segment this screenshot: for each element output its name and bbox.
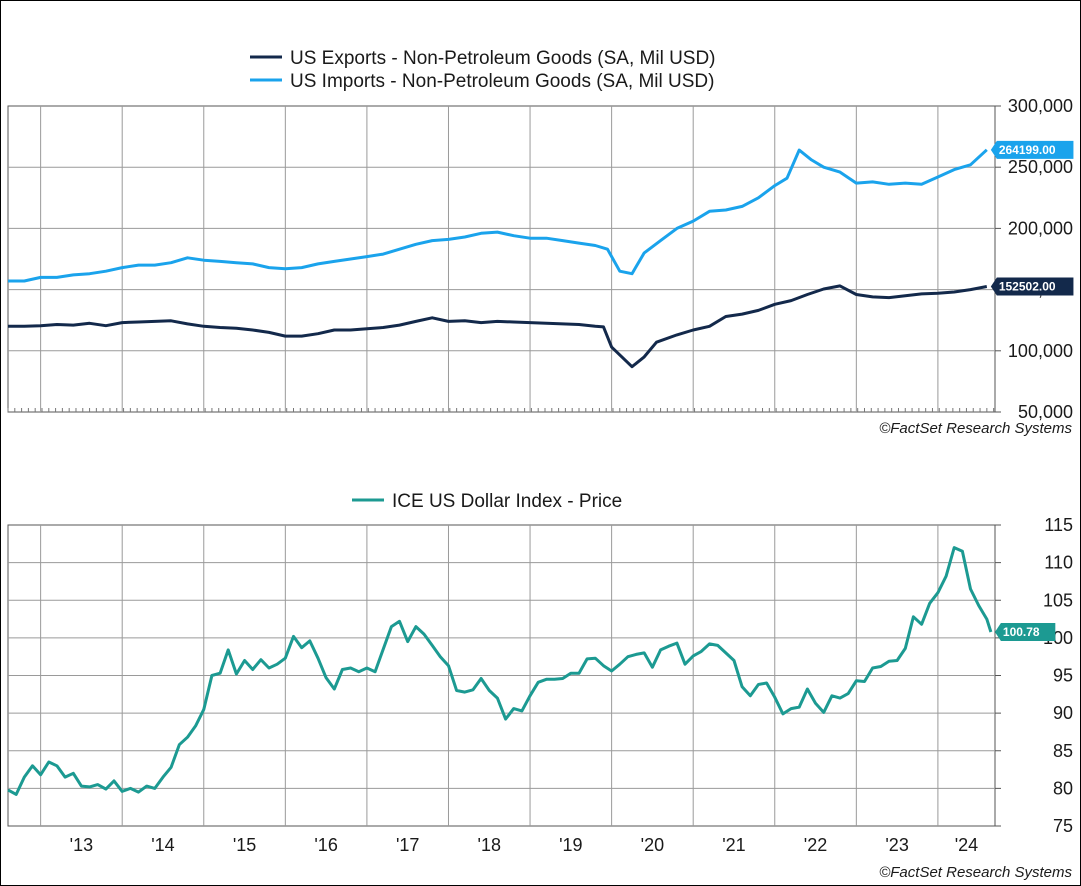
x-tick-label-2018: '18 [478,835,501,855]
dollar-chart-credit: ©FactSet Research Systems [879,864,1072,881]
x-tick-label-2019: '19 [559,835,582,855]
dollar-legend-label: ICE US Dollar Index - Price [392,491,622,512]
exports-legend-label: US Exports - Non-Petroleum Goods (SA, Mi… [290,48,716,69]
dollar-ytick-label-0: 115 [1044,515,1073,535]
trade-chart-credit: ©FactSet Research Systems [879,420,1072,437]
trade-chart: US Exports - Non-Petroleum Goods (SA, Mi… [7,48,1074,437]
dollar-badge-shape-0 [994,623,1056,642]
trade-badge-shape-1 [990,140,1074,159]
dollar-last-value-badge: 100.78 [994,623,1056,642]
dollar-ytick-label-8: 75 [1053,816,1073,836]
dollar-ytick-label-6: 85 [1053,741,1073,761]
x-tick-label-2014: '14 [151,835,174,855]
x-tick-label-2022: '22 [804,835,827,855]
trade-badge-label-0: 152502.00 [999,280,1056,294]
x-tick-label-2020: '20 [641,835,664,855]
dollar-index-chart: ICE US Dollar Index - Price 115 110 105 100… [7,491,1073,881]
trade-legend: US Exports - Non-Petroleum Goods (SA, Mi… [250,48,716,92]
trade-badge-shape-0 [990,277,1074,296]
trade-badge-label-1: 264199.00 [999,143,1056,157]
trade-last-value-badge-0: 152502.00 [990,277,1074,296]
trade-last-value-badges: 152502.00 264199.00 [990,140,1074,296]
x-tick-label-2016: '16 [314,835,337,855]
dollar-plot-line [7,546,993,796]
x-tick-label-2021: '21 [722,835,745,855]
dollar-last-value-badge-0: 100.78 [994,623,1056,642]
trade-ytick-label-2: 200,000 [1008,218,1073,238]
x-tick-label-2023: '23 [885,835,908,855]
dollar-series-line-0 [7,546,993,796]
dollar-ytick-label-4: 95 [1053,666,1073,686]
trade-series-line-1 [8,148,988,283]
x-tick-label-2013: '13 [70,835,93,855]
trade-ytick-label-4: 100,000 [1008,341,1073,361]
x-tick-label-2024: '24 [955,835,978,855]
trade-ytick-label-5: 50,000 [1018,402,1073,422]
x-tick-label-2015: '15 [233,835,256,855]
dollar-badge-label-0: 100.78 [1003,625,1040,639]
trade-series-line-0 [8,284,988,369]
dollar-gridlines [7,524,996,827]
dollar-ytick-label-1: 110 [1044,553,1073,573]
x-tick-label-2017: '17 [396,835,419,855]
trade-plot-border [7,105,996,413]
dollar-x-axis: '13 '14 '15 '16 '17 '18 '19 '20 '21 '22 '23 '24 [70,835,979,855]
trade-gridlines [7,105,996,413]
dollar-ytick-label-7: 80 [1053,778,1073,798]
trade-plot-lines [8,148,988,369]
dollar-ytick-label-5: 90 [1053,703,1073,723]
dollar-ytick-label-2: 105 [1043,590,1073,610]
dollar-legend: ICE US Dollar Index - Price [352,491,622,512]
imports-legend-label: US Imports - Non-Petroleum Goods (SA, Mi… [290,71,714,92]
trade-ytick-label-1: 250,000 [1008,157,1073,177]
trade-last-value-badge-1: 264199.00 [990,140,1074,159]
trade-ytick-label-0: 300,000 [1008,96,1073,116]
